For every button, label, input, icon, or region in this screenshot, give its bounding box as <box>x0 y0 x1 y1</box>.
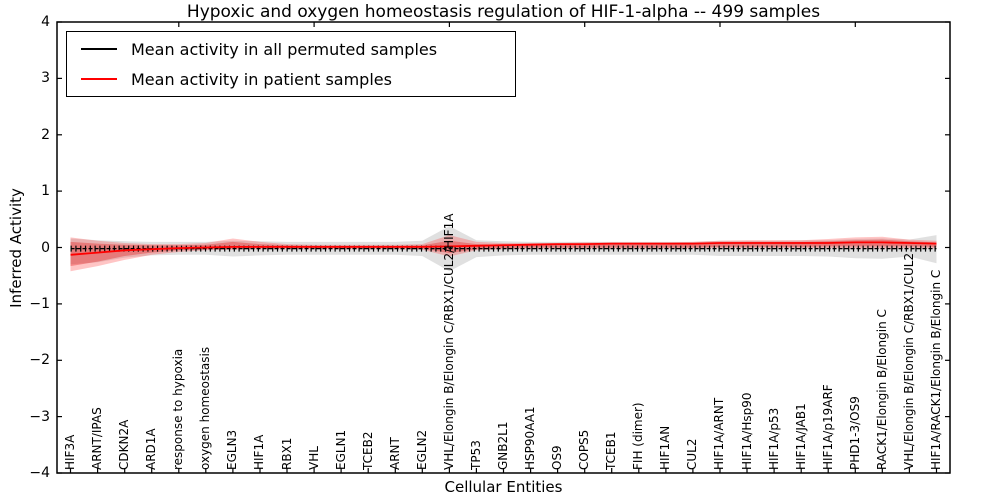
x-tick-label: FIH (dimer) <box>631 402 646 470</box>
x-tick-label: HIF1A <box>252 434 267 470</box>
y-tick-label: −2 <box>29 352 50 369</box>
x-tick-label: ARNT/IPAS <box>90 407 105 470</box>
y-tick-label: 0 <box>41 239 50 256</box>
red-line-swatch <box>81 78 117 80</box>
x-tick-label: HIF1A/p53 <box>766 407 781 470</box>
x-tick-label: VHL <box>306 446 321 470</box>
legend-label: Mean activity in all permuted samples <box>131 39 438 59</box>
x-tick-label: oxygen homeostasis <box>198 346 213 470</box>
x-tick-label: OS9 <box>550 445 565 470</box>
x-tick-label: HIF1A/ARNT <box>712 397 727 470</box>
x-tick-label: HIF1A/p19ARF <box>820 384 835 470</box>
x-tick-label: HIF1A/Hsp90 <box>739 392 754 470</box>
y-tick-label: 3 <box>41 70 50 87</box>
chart-title: Hypoxic and oxygen homeostasis regulatio… <box>186 2 821 22</box>
x-tick-label: VHL/Elongin B/Elongin C/RBX1/CUL2/HIF1A <box>441 213 456 470</box>
x-tick-label: RBX1 <box>279 437 294 470</box>
x-tick-label: PHD1-3/OS9 <box>847 396 862 470</box>
y-tick-label: 1 <box>41 183 50 200</box>
x-tick-label: COPS5 <box>577 429 592 470</box>
legend-label: Mean activity in patient samples <box>131 69 392 89</box>
x-tick-label: CUL2 <box>685 438 700 470</box>
x-tick-label: VHL/Elongin B/Elongin C/RBX1/CUL2 <box>901 252 916 470</box>
x-tick-label: HSP90AA1 <box>523 406 538 470</box>
x-tick-label: RACK1/Elongin B/Elongin C <box>874 309 889 470</box>
y-tick-label: 2 <box>41 126 50 143</box>
legend-item-permuted: Mean activity in all permuted samples <box>67 40 515 59</box>
x-tick-label: TP53 <box>468 440 483 470</box>
x-tick-label: response to hypoxia <box>171 348 186 470</box>
x-tick-label: EGLN2 <box>414 429 429 470</box>
x-axis-label: Cellular Entities <box>444 478 563 496</box>
y-tick-label: 4 <box>41 14 50 30</box>
x-tick-label: ARD1A <box>144 428 159 470</box>
x-tick-label: HIF3A <box>63 434 78 470</box>
x-tick-label: TCEB2 <box>360 431 375 470</box>
legend-item-patient: Mean activity in patient samples <box>67 70 515 89</box>
x-tick-label: HIF1A/JAB1 <box>793 403 808 470</box>
legend: Mean activity in all permuted samples Me… <box>66 31 516 97</box>
x-tick-label: CDKN2A <box>117 419 132 470</box>
x-tick-label: ARNT <box>387 437 402 470</box>
x-tick-label: HIF1AN <box>658 425 673 470</box>
x-tick-label: GNB2L1 <box>496 421 510 470</box>
y-tick-label: −3 <box>29 408 50 425</box>
y-tick-label: −4 <box>29 465 50 481</box>
x-tick-label: HIF1A/RACK1/Elongin B/Elongin C <box>928 269 943 470</box>
x-tick-label: EGLN1 <box>333 429 348 470</box>
x-tick-label: EGLN3 <box>225 429 240 470</box>
black-line-swatch <box>81 48 117 50</box>
y-tick-label: −1 <box>29 295 50 312</box>
x-tick-label: TCEB1 <box>604 431 619 470</box>
